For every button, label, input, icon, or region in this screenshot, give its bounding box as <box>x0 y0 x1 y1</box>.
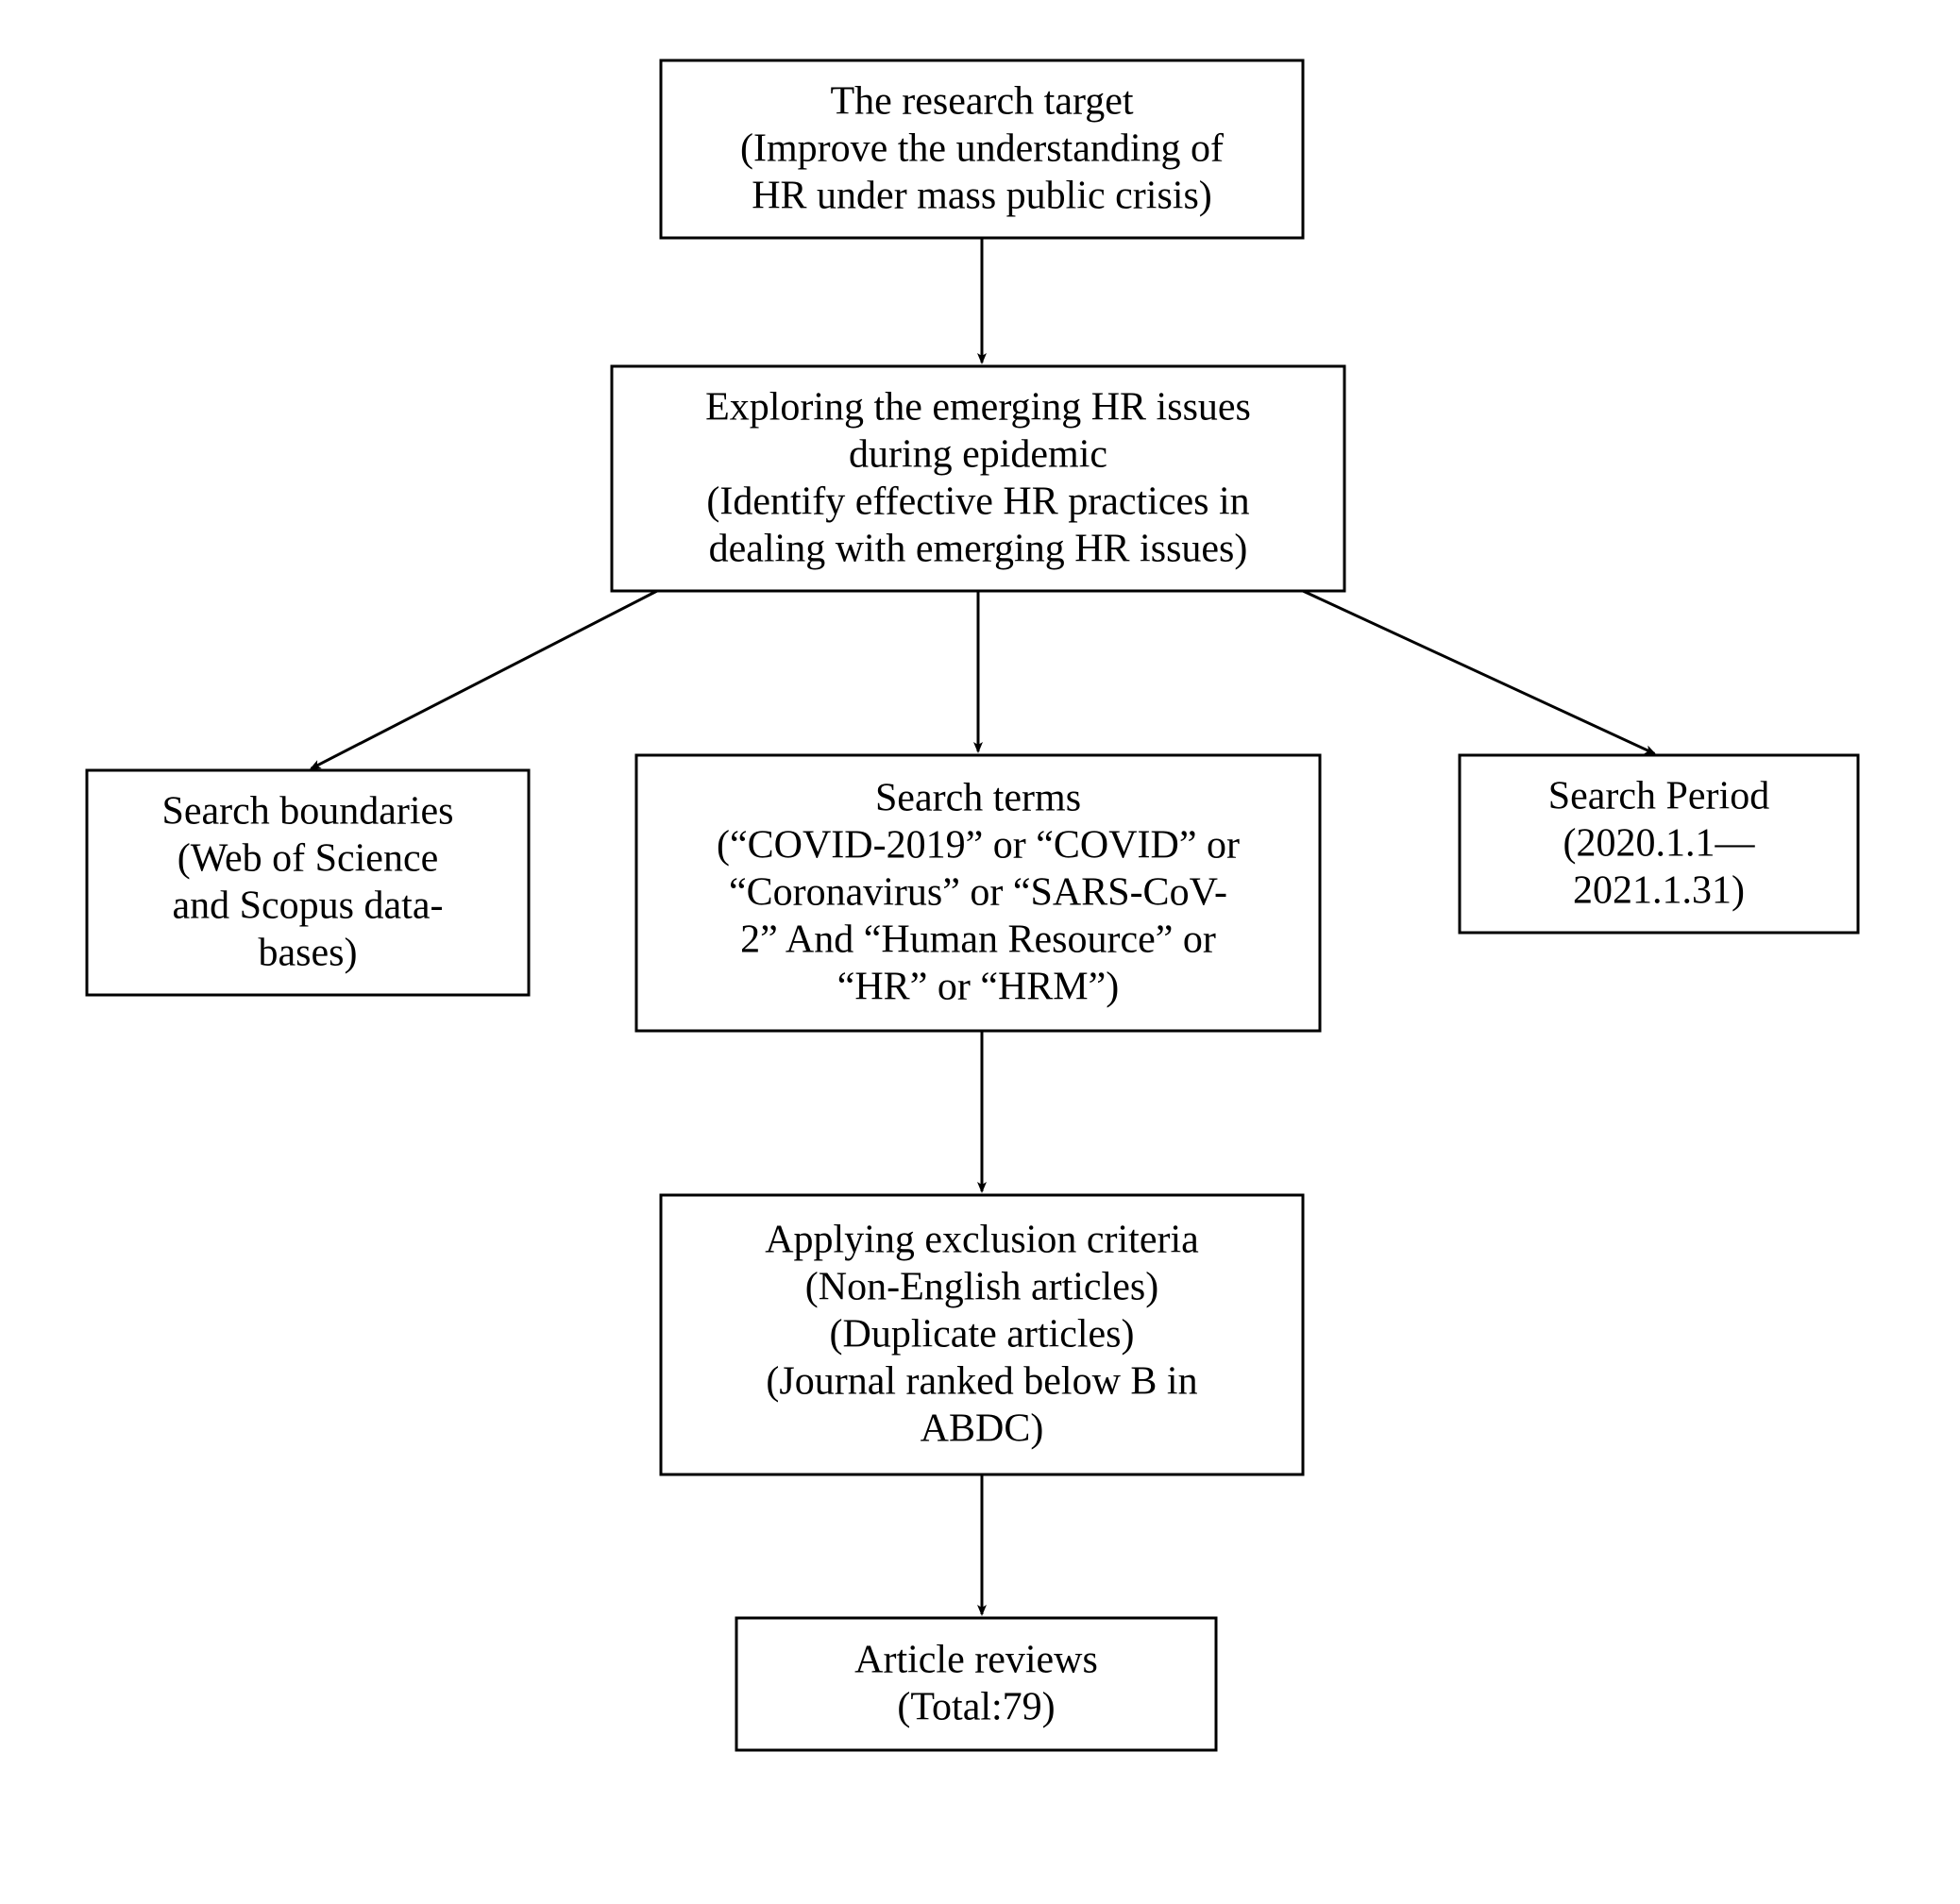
node-boundaries: Search boundaries(Web of Scienceand Scop… <box>87 770 529 995</box>
node-terms: Search terms(“COVID-2019” or “COVID” or“… <box>636 755 1320 1031</box>
node-period-text: Search Period(2020.1.1—2021.1.31) <box>1548 775 1769 913</box>
edge-exploring-to-boundaries <box>312 591 657 768</box>
node-reviews: Article reviews(Total:79) <box>736 1618 1216 1750</box>
flowchart-canvas: The research target(Improve the understa… <box>0 0 1960 1904</box>
node-exploring: Exploring the emerging HR issuesduring e… <box>612 366 1344 591</box>
edge-exploring-to-period <box>1303 591 1654 753</box>
node-period: Search Period(2020.1.1—2021.1.31) <box>1460 755 1858 933</box>
node-target: The research target(Improve the understa… <box>661 60 1303 238</box>
node-exclusion: Applying exclusion criteria(Non-English … <box>661 1195 1303 1474</box>
